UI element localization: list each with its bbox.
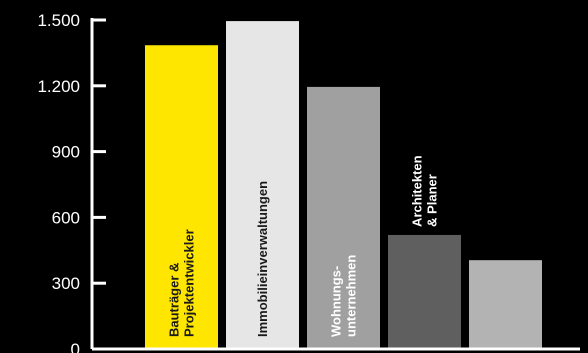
- bar: [469, 260, 542, 349]
- y-tick-label: 0: [71, 340, 80, 353]
- bar-label-line: Sonst.: [498, 212, 513, 252]
- bar-label-line: Immobilieinverwaltungen: [255, 181, 270, 337]
- bar: [307, 86, 380, 349]
- bar-label: Sonst.: [498, 212, 513, 252]
- y-tick-label: 900: [52, 143, 80, 162]
- bar-labels: Bauträger & Projektentwickler Immobilieinv…: [167, 155, 514, 337]
- bar-label: Bauträger & Projektentwickler: [167, 229, 197, 337]
- y-tick-label: 600: [52, 208, 80, 227]
- y-axis: 0 300 600 900 1.200 1.500: [37, 11, 106, 353]
- bar-label-line: unternehmen: [344, 255, 359, 337]
- bar: [145, 45, 218, 350]
- bar: [388, 234, 461, 349]
- bar-label: Wohnungs-unternehmen: [329, 255, 359, 337]
- y-tick-label: 1.500: [37, 11, 80, 30]
- bar-label: Immobilieinverwaltungen: [255, 181, 270, 337]
- bar-label-line: & Planer: [425, 174, 440, 227]
- bar-label: Architekten & Planer: [410, 155, 440, 227]
- bar-label-line: Projektentwickler: [182, 229, 197, 337]
- bar-label-line: Architekten: [410, 155, 425, 227]
- bar-label-line: Wohnungs-: [329, 266, 344, 337]
- bar: [226, 21, 299, 349]
- y-tick-label: 1.200: [37, 77, 80, 96]
- bars: [145, 21, 542, 350]
- y-tick-label: 300: [52, 274, 80, 293]
- bar-label-line: Bauträger &: [167, 263, 182, 337]
